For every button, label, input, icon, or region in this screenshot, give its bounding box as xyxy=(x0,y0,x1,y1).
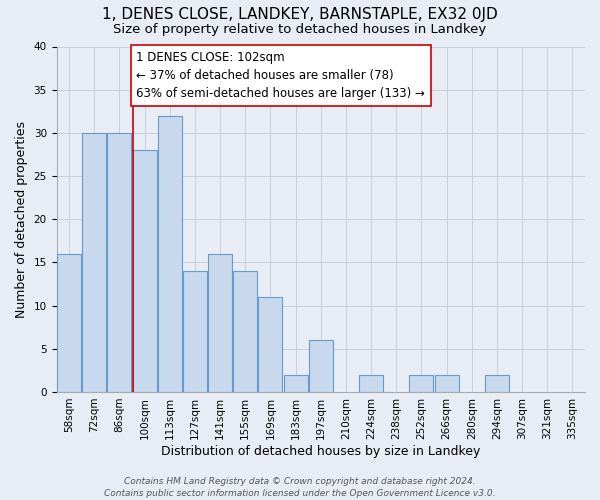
Bar xyxy=(359,374,383,392)
Bar xyxy=(133,150,157,392)
Text: 1, DENES CLOSE, LANDKEY, BARNSTAPLE, EX32 0JD: 1, DENES CLOSE, LANDKEY, BARNSTAPLE, EX3… xyxy=(102,8,498,22)
Text: 1 DENES CLOSE: 102sqm
← 37% of detached houses are smaller (78)
63% of semi-deta: 1 DENES CLOSE: 102sqm ← 37% of detached … xyxy=(136,51,425,100)
Bar xyxy=(183,271,207,392)
Bar xyxy=(158,116,182,392)
Bar xyxy=(309,340,333,392)
Bar xyxy=(208,254,232,392)
X-axis label: Distribution of detached houses by size in Landkey: Distribution of detached houses by size … xyxy=(161,444,481,458)
Y-axis label: Number of detached properties: Number of detached properties xyxy=(15,120,28,318)
Bar xyxy=(259,297,283,392)
Bar xyxy=(57,254,81,392)
Text: Size of property relative to detached houses in Landkey: Size of property relative to detached ho… xyxy=(113,22,487,36)
Bar xyxy=(434,374,458,392)
Text: Contains HM Land Registry data © Crown copyright and database right 2024.
Contai: Contains HM Land Registry data © Crown c… xyxy=(104,476,496,498)
Bar xyxy=(82,133,106,392)
Bar xyxy=(284,374,308,392)
Bar xyxy=(233,271,257,392)
Bar xyxy=(409,374,433,392)
Bar xyxy=(485,374,509,392)
Bar xyxy=(107,133,131,392)
